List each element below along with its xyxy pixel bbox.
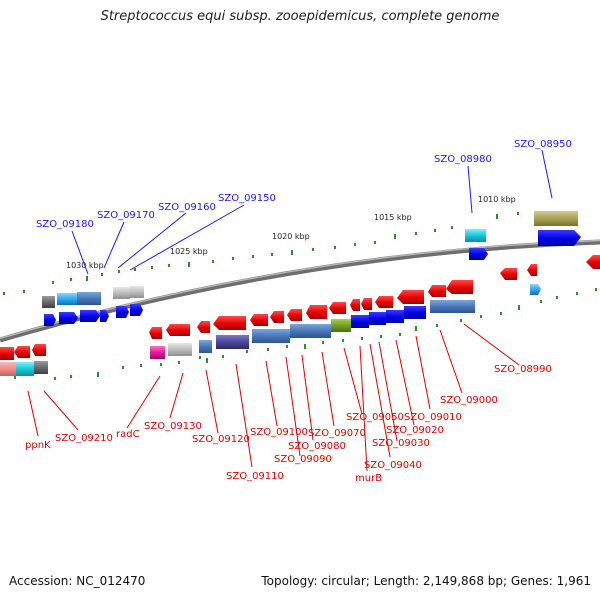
- inner-band-genes: [0, 300, 475, 376]
- gene-label-szo-09010[interactable]: SZO_09010: [404, 412, 462, 423]
- forward-genes: [42, 211, 581, 326]
- topology-label: Topology: circular; Length: 2,149,868 bp…: [261, 574, 591, 588]
- gene-label-szo-09090[interactable]: SZO_09090: [274, 454, 332, 465]
- map-title: Streptococcus equi subsp. zooepidemicus,…: [100, 9, 500, 24]
- scale-label-1015: 1015 kbp: [374, 213, 412, 222]
- gene-label-szo-09000[interactable]: SZO_09000: [440, 395, 498, 406]
- gene-label-szo-09180[interactable]: SZO_09180: [36, 219, 94, 230]
- gene-label-szo-08980[interactable]: SZO_08980: [434, 154, 492, 165]
- scale-label-1010: 1010 kbp: [478, 195, 516, 204]
- gene-label-szo-09110[interactable]: SZO_09110: [226, 471, 284, 482]
- gene-label-szo-09120[interactable]: SZO_09120: [192, 434, 250, 445]
- gene-label-szo-09040[interactable]: SZO_09040: [364, 460, 422, 471]
- top-leader-lines: [71, 149, 553, 275]
- gene-label-szo-08990[interactable]: SZO_08990: [494, 364, 552, 375]
- gene-label-szo-09080[interactable]: SZO_09080: [288, 441, 346, 452]
- gene-label-szo-08950[interactable]: SZO_08950: [514, 139, 572, 150]
- gene-label-szo-09030[interactable]: SZO_09030: [372, 438, 430, 449]
- bottom-leader-lines: [27, 323, 520, 472]
- gene-label-szo-09150[interactable]: SZO_09150: [218, 193, 276, 204]
- gene-label-radc[interactable]: radC: [116, 429, 140, 440]
- gene-label-szo-09170[interactable]: SZO_09170: [97, 210, 155, 221]
- inner-scale-ticks: [14, 288, 597, 380]
- outer-scale-ticks: [3, 212, 519, 295]
- reverse-genes: [0, 255, 600, 360]
- gene-label-ppnk[interactable]: ppnK: [25, 440, 51, 451]
- gene-label-szo-09100[interactable]: SZO_09100: [250, 427, 308, 438]
- gene-label-murb[interactable]: murB: [355, 473, 382, 484]
- gene-label-szo-09160[interactable]: SZO_09160: [158, 202, 216, 213]
- accession-label: Accession: NC_012470: [9, 574, 146, 588]
- scale-label-1025: 1025 kbp: [170, 247, 208, 256]
- gene-label-szo-09020[interactable]: SZO_09020: [386, 425, 444, 436]
- gene-label-szo-09070[interactable]: SZO_09070: [308, 428, 366, 439]
- gene-label-szo-09130[interactable]: SZO_09130: [144, 421, 202, 432]
- scale-label-1020: 1020 kbp: [272, 232, 310, 241]
- gene-label-szo-09050[interactable]: SZO_09050: [346, 412, 404, 423]
- gene-label-szo-09210[interactable]: SZO_09210: [55, 433, 113, 444]
